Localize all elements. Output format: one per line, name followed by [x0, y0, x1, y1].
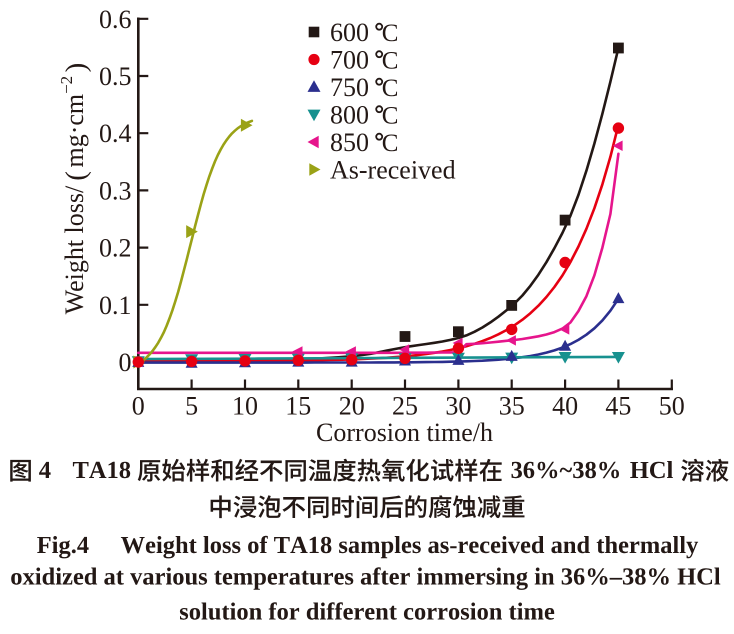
svg-text:Corrosion time/h: Corrosion time/h — [316, 418, 493, 447]
svg-text:C: C — [382, 75, 399, 102]
svg-text:850: 850 — [330, 128, 369, 157]
svg-text:40: 40 — [552, 392, 578, 421]
svg-text:C: C — [382, 48, 399, 75]
svg-text:15: 15 — [285, 392, 311, 421]
svg-text:45: 45 — [605, 392, 631, 421]
svg-text:0.1: 0.1 — [99, 291, 132, 320]
svg-text:10: 10 — [232, 392, 258, 421]
svg-text:600: 600 — [330, 18, 369, 47]
svg-text:800: 800 — [330, 101, 369, 130]
svg-text:50: 50 — [659, 392, 685, 421]
svg-text:30: 30 — [445, 392, 471, 421]
svg-text:C: C — [382, 130, 399, 157]
svg-text:0.4: 0.4 — [99, 119, 132, 148]
svg-text:0.6: 0.6 — [99, 5, 132, 34]
svg-text:0.2: 0.2 — [99, 234, 132, 263]
svg-text:20: 20 — [339, 392, 365, 421]
svg-text:): ) — [60, 63, 92, 73]
svg-text:Weight loss/: Weight loss/ — [60, 185, 89, 314]
svg-text:(: ( — [60, 171, 92, 181]
svg-text:As-received: As-received — [330, 156, 456, 185]
svg-text:0: 0 — [119, 348, 132, 377]
svg-text:mg·cm: mg·cm — [60, 94, 89, 168]
svg-text:0: 0 — [132, 392, 145, 421]
svg-text:5: 5 — [185, 392, 198, 421]
svg-text:C: C — [382, 103, 399, 130]
svg-text:700: 700 — [330, 46, 369, 75]
svg-text:35: 35 — [499, 392, 525, 421]
svg-text:0.3: 0.3 — [99, 176, 132, 205]
svg-text:−2: −2 — [57, 76, 76, 94]
svg-text:C: C — [382, 20, 399, 47]
svg-text:750: 750 — [330, 73, 369, 102]
svg-text:0.5: 0.5 — [99, 62, 132, 91]
svg-text:25: 25 — [392, 392, 418, 421]
